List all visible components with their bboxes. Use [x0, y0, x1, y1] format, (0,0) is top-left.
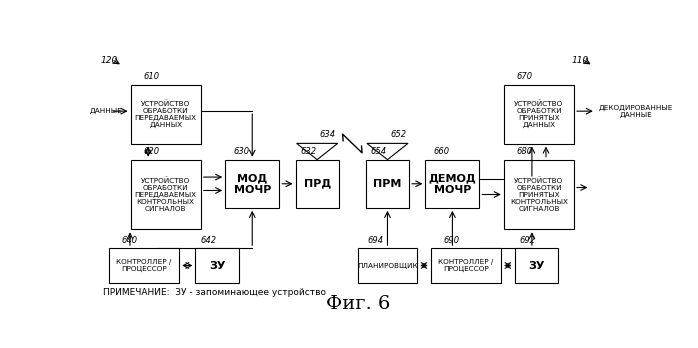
Text: 690: 690 — [444, 236, 460, 245]
Text: МОД
МОЧР: МОД МОЧР — [234, 173, 271, 195]
Text: 694: 694 — [368, 236, 384, 245]
Text: ДАННЫЕ: ДАННЫЕ — [90, 108, 123, 114]
Text: КОНТРОЛЛЕР /
ПРОЦЕССОР: КОНТРОЛЛЕР / ПРОЦЕССОР — [117, 259, 172, 272]
Text: 670: 670 — [517, 72, 533, 81]
Text: 632: 632 — [300, 148, 317, 157]
FancyBboxPatch shape — [504, 160, 574, 229]
Text: 120: 120 — [101, 56, 118, 65]
FancyBboxPatch shape — [366, 160, 409, 208]
FancyBboxPatch shape — [225, 160, 279, 208]
Text: УСТРОЙСТВО
ОБРАБОТКИ
ПЕРЕДАВАЕМЫХ
КОНТРОЛЬНЫХ
СИГНАЛОВ: УСТРОЙСТВО ОБРАБОТКИ ПЕРЕДАВАЕМЫХ КОНТРО… — [135, 177, 197, 212]
Text: ЗУ: ЗУ — [209, 261, 225, 270]
FancyBboxPatch shape — [295, 160, 339, 208]
Text: Фиг. 6: Фиг. 6 — [325, 295, 390, 313]
FancyBboxPatch shape — [504, 85, 574, 144]
FancyBboxPatch shape — [358, 248, 417, 283]
FancyBboxPatch shape — [195, 248, 239, 283]
Text: УСТРОЙСТВО
ОБРАБОТКИ
ПРИНЯТЫХ
КОНТРОЛЬНЫХ
СИГНАЛОВ: УСТРОЙСТВО ОБРАБОТКИ ПРИНЯТЫХ КОНТРОЛЬНЫ… — [510, 177, 568, 212]
Text: УСТРОЙСТВО
ОБРАБОТКИ
ПРИНЯТЫХ
ДАННЫХ: УСТРОЙСТВО ОБРАБОТКИ ПРИНЯТЫХ ДАННЫХ — [514, 100, 563, 128]
Text: ДЕКОДИРОВАННЫЕ
ДАННЫЕ: ДЕКОДИРОВАННЫЕ ДАННЫЕ — [598, 104, 673, 118]
FancyBboxPatch shape — [131, 160, 201, 229]
Text: 680: 680 — [517, 148, 533, 157]
FancyBboxPatch shape — [425, 160, 480, 208]
Text: 610: 610 — [144, 72, 160, 81]
Text: 652: 652 — [390, 130, 406, 139]
Text: ЗУ: ЗУ — [528, 261, 544, 270]
Text: 692: 692 — [519, 236, 535, 245]
Text: УСТРОЙСТВО
ОБРАБОТКИ
ПЕРЕДАВАЕМЫХ
ДАННЫХ: УСТРОЙСТВО ОБРАБОТКИ ПЕРЕДАВАЕМЫХ ДАННЫХ — [135, 100, 197, 128]
Text: 660: 660 — [433, 148, 450, 157]
FancyBboxPatch shape — [109, 248, 179, 283]
FancyBboxPatch shape — [131, 85, 201, 144]
Text: 640: 640 — [122, 236, 138, 245]
Text: КОНТРОЛЛЕР /
ПРОЦЕССОР: КОНТРОЛЛЕР / ПРОЦЕССОР — [438, 259, 493, 272]
Text: 634: 634 — [320, 130, 336, 139]
FancyBboxPatch shape — [431, 248, 501, 283]
Text: ПРИМЕЧАНИЕ:  ЗУ - запоминающее устройство: ПРИМЕЧАНИЕ: ЗУ - запоминающее устройство — [103, 288, 327, 297]
Text: ПЛАНИРОВЩИК: ПЛАНИРОВЩИК — [357, 262, 418, 269]
Text: ДЕМОД
МОЧР: ДЕМОД МОЧР — [429, 173, 476, 195]
Text: 654: 654 — [371, 148, 387, 157]
Text: 110: 110 — [572, 56, 588, 65]
Text: 642: 642 — [200, 236, 216, 245]
Text: 630: 630 — [233, 148, 249, 157]
Text: 620: 620 — [144, 148, 160, 157]
Text: ПРД: ПРД — [304, 179, 331, 189]
FancyBboxPatch shape — [514, 248, 558, 283]
Text: ПРМ: ПРМ — [373, 179, 401, 189]
